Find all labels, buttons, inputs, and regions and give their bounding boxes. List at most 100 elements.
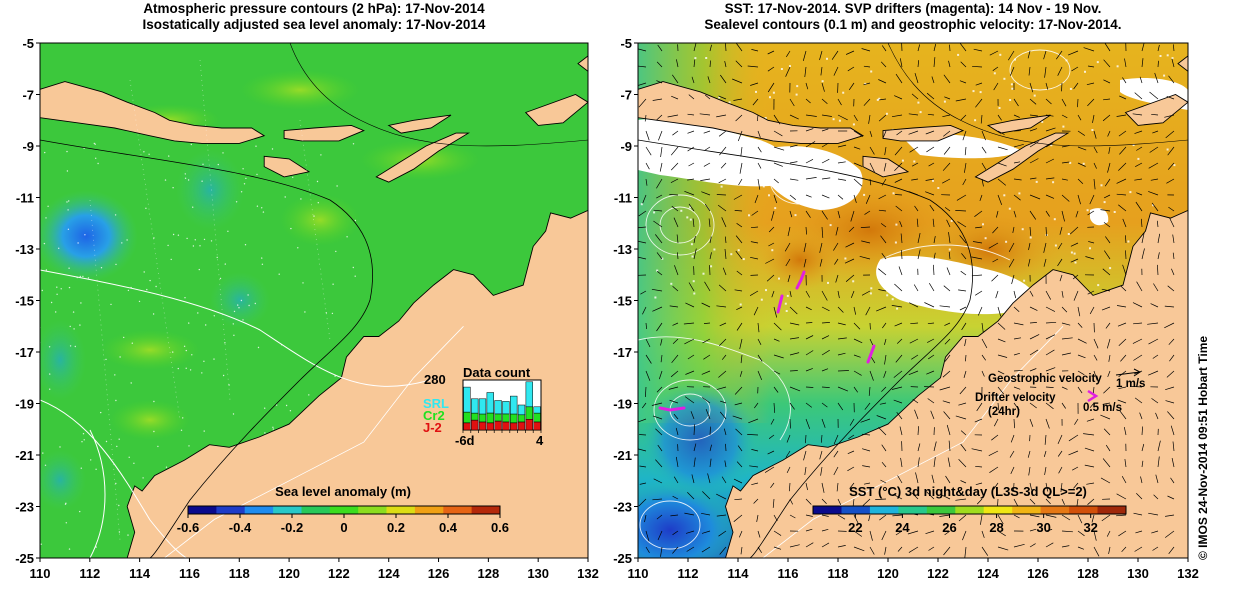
pressure-dot (138, 300, 141, 303)
velocity-arrow (981, 146, 987, 154)
velocity-arrow (653, 209, 663, 212)
geostrophic-velocity-arrows (638, 43, 1175, 558)
velocity-arrow (734, 210, 743, 212)
velocity-arrow (1027, 50, 1031, 59)
pressure-dot (172, 351, 174, 353)
velocity-arrow (1086, 482, 1095, 485)
velocity-arrow (1102, 458, 1111, 468)
pressure-dot (100, 267, 103, 269)
pressure-dot (94, 143, 96, 145)
velocity-arrow (1045, 226, 1047, 237)
velocity-arrow (821, 335, 830, 340)
velocity-arrow (645, 178, 648, 186)
pressure-dot (116, 445, 118, 448)
pressure-dot (261, 263, 264, 265)
velocity-arrow (1133, 322, 1143, 325)
velocity-arrow (821, 210, 828, 220)
pressure-dot (199, 245, 201, 247)
velocity-arrow (876, 415, 887, 420)
velocity-arrow (1167, 495, 1175, 500)
velocity-arrow (1103, 194, 1111, 199)
velocity-arrow (1124, 459, 1127, 468)
velocity-arrow (1077, 514, 1083, 524)
velocity-arrow (864, 210, 871, 215)
velocity-arrow (789, 498, 794, 505)
cloud-speckle-dot (951, 141, 954, 144)
velocity-arrow (848, 226, 855, 232)
pressure-dot (256, 205, 259, 207)
velocity-arrow (944, 207, 951, 212)
pressure-dot (188, 445, 190, 447)
y-tick-label: -9 (22, 139, 34, 154)
cloud-speckle-dot (640, 203, 643, 206)
colorbar-swatch (301, 506, 331, 514)
velocity-arrow (1141, 58, 1144, 68)
velocity-arrow (657, 44, 663, 52)
velocity-arrow (884, 546, 887, 555)
velocity-arrow (1091, 514, 1095, 523)
colorbar-tick-label: 0.6 (491, 520, 509, 535)
velocity-arrow (1169, 354, 1175, 362)
velocity-arrow (1057, 258, 1063, 267)
velocity-arrow (1148, 370, 1159, 376)
x-tick-label: 118 (229, 566, 250, 581)
velocity-arrow (820, 66, 823, 76)
cloud-speckle-dot (998, 107, 1001, 109)
velocity-arrow (789, 370, 798, 372)
y-tick-label: -5 (22, 36, 34, 51)
cloud-speckle-dot (795, 93, 798, 96)
cloud-speckle-dot (1084, 70, 1086, 73)
velocity-arrow (1167, 162, 1175, 170)
velocity-arrow (693, 236, 696, 244)
velocity-arrow (789, 194, 797, 200)
colorbar-swatch (955, 506, 985, 514)
colorbar-tick-label: -0.2 (281, 520, 303, 535)
pressure-dot (73, 328, 75, 330)
velocity-arrow (960, 61, 967, 68)
velocity-arrow (946, 424, 951, 436)
velocity-arrow (669, 305, 679, 308)
cloud-speckle-dot (869, 292, 872, 295)
pressure-dot (238, 307, 240, 309)
velocity-arrow (674, 265, 679, 276)
velocity-arrow (724, 248, 727, 260)
velocity-arrow (1077, 306, 1081, 317)
velocity-arrow (1059, 274, 1063, 282)
velocity-arrow (980, 114, 983, 124)
velocity-arrow (847, 66, 855, 72)
colorbar-swatch (386, 506, 416, 514)
velocity-arrow (997, 114, 1002, 121)
velocity-arrow (879, 402, 887, 405)
mission-label-j2: J-2 (423, 420, 442, 435)
velocity-arrow (944, 338, 951, 345)
velocity-arrow (1087, 290, 1095, 295)
velocity-arrow (1045, 386, 1054, 388)
cloud-speckle-dot (730, 253, 733, 256)
velocity-arrow (670, 146, 679, 156)
velocity-arrow (821, 82, 825, 92)
velocity-arrow (1150, 303, 1159, 308)
velocity-arrow (670, 514, 679, 517)
velocity-arrow (1061, 194, 1070, 202)
colorbar-swatch (898, 506, 928, 514)
velocity-arrow (656, 271, 663, 276)
velocity-arrow (1013, 322, 1024, 326)
velocity-arrow (687, 113, 695, 116)
y-tick-label: -13 (15, 242, 34, 257)
velocity-arrow (719, 411, 727, 420)
velocity-arrow (1013, 194, 1021, 201)
velocity-arrow (881, 178, 887, 186)
cloud-speckle-dot (1067, 233, 1070, 235)
velocity-arrow (788, 482, 791, 492)
velocity-arrow (995, 290, 999, 299)
velocity-arrow (821, 290, 828, 301)
x-tick-label: 128 (1077, 566, 1099, 581)
pressure-dot (240, 299, 243, 302)
velocity-arrow (773, 530, 782, 536)
cloud-speckle-dot (718, 96, 721, 99)
velocity-arrow (716, 493, 727, 500)
velocity-arrow (1087, 498, 1095, 505)
velocity-arrow (972, 241, 983, 244)
velocity-arrow (944, 530, 951, 536)
velocity-arrow (1093, 338, 1099, 349)
